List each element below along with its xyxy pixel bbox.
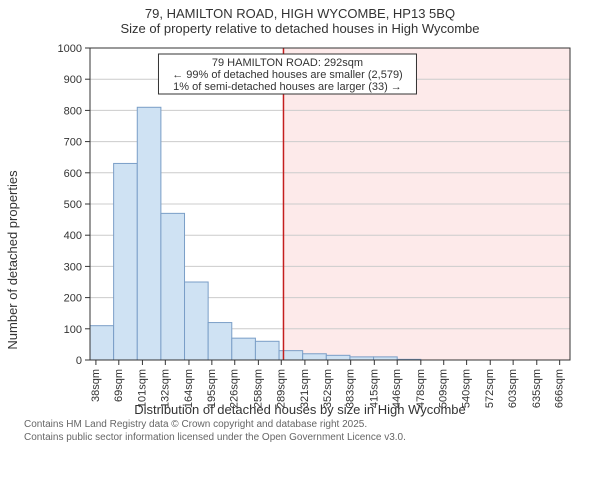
title-line2: Size of property relative to detached ho… [0,21,600,36]
xtick-label: 509sqm [438,369,450,408]
ytick-label: 300 [64,261,82,273]
histogram-bar [303,354,327,360]
xtick-label: 164sqm [183,369,195,408]
xtick-label: 289sqm [275,369,287,408]
ytick-label: 100 [64,324,82,336]
xtick-label: 195sqm [206,369,218,408]
ytick-label: 1000 [58,43,82,55]
ytick-label: 800 [64,105,82,117]
xtick-label: 226sqm [229,369,241,408]
xtick-label: 540sqm [461,369,473,408]
histogram-bar [161,213,185,360]
xtick-label: 69sqm [113,369,125,402]
ytick-label: 0 [76,355,82,367]
xtick-label: 38sqm [90,369,102,402]
ytick-label: 400 [64,230,82,242]
annotation-line1: 79 HAMILTON ROAD: 292sqm [212,57,363,69]
histogram-bar [114,163,138,360]
y-axis-label: Number of detached properties [5,170,20,350]
title-line1: 79, HAMILTON ROAD, HIGH WYCOMBE, HP13 5B… [0,6,600,21]
ytick-label: 900 [64,74,82,86]
xtick-label: 101sqm [136,369,148,408]
xtick-label: 666sqm [554,369,566,408]
xtick-label: 321sqm [299,369,311,408]
xtick-label: 603sqm [507,369,519,408]
chart-svg: 0 100 200 300 400 500 600 700 800 900 1000 79 HAMIL… [55,40,580,410]
xtick-label: 132sqm [159,369,171,408]
attribution-footer: Contains HM Land Registry data © Crown c… [0,417,600,444]
histogram-chart: 0 100 200 300 400 500 600 700 800 900 1000 79 HAMIL… [55,40,580,410]
histogram-bar [137,107,161,360]
histogram-bar [232,338,256,360]
xtick-label: 446sqm [391,369,403,408]
histogram-bar [255,341,279,360]
xtick-label: 635sqm [531,369,543,408]
histogram-bar [185,282,209,360]
annotation-line3: 1% of semi-detached houses are larger (3… [173,81,402,93]
xtick-label: 572sqm [484,369,496,408]
annotation-line2: ← 99% of detached houses are smaller (2,… [172,69,403,81]
xtick-label: 352sqm [322,369,334,408]
xtick-label: 415sqm [368,369,380,408]
ytick-label: 200 [64,293,82,305]
chart-title-block: 79, HAMILTON ROAD, HIGH WYCOMBE, HP13 5B… [0,0,600,36]
y-axis-label-svg: Number of detached properties [3,40,23,410]
xtick-label: 478sqm [415,369,427,408]
footer-line1: Contains HM Land Registry data © Crown c… [24,419,600,432]
xtick-label: 383sqm [345,369,357,408]
histogram-bar [90,326,114,360]
ytick-label: 700 [64,137,82,149]
xtick-label: 258sqm [252,369,264,408]
ytick-label: 600 [64,168,82,180]
ytick-label: 500 [64,199,82,211]
footer-line2: Contains public sector information licen… [24,432,600,445]
histogram-bar [208,323,232,360]
histogram-bar [326,355,350,360]
histogram-bar [279,351,303,360]
